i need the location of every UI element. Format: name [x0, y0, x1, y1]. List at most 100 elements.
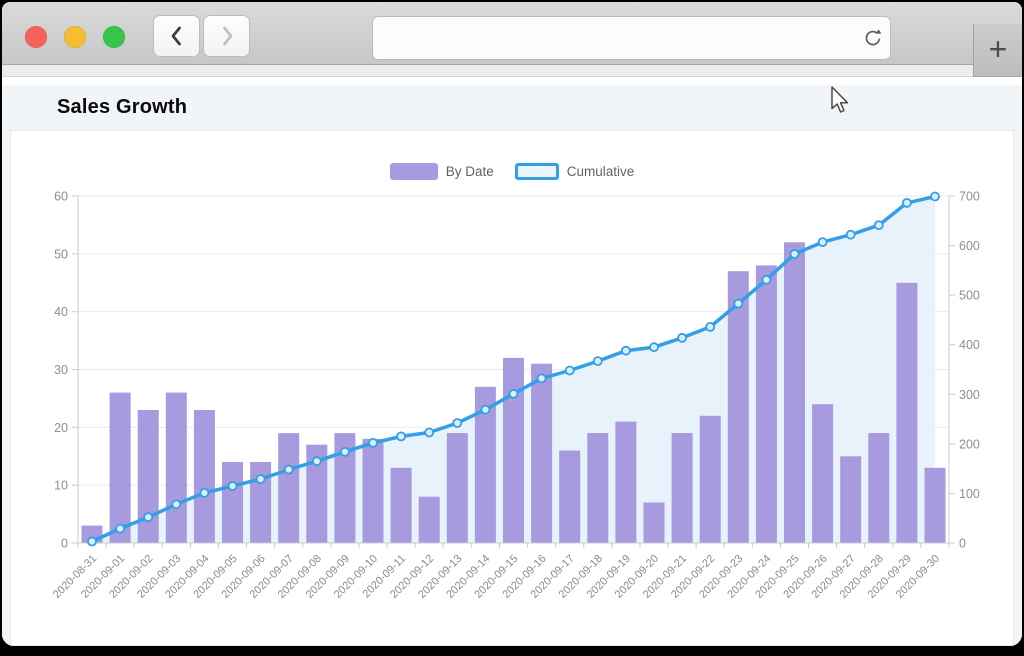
legend-bar-swatch[interactable] [389, 163, 438, 180]
line-marker[interactable] [311, 456, 322, 467]
right-axis-label: 700 [959, 190, 980, 204]
bar[interactable] [222, 462, 243, 543]
bar[interactable] [615, 421, 637, 543]
nav-buttons [153, 15, 250, 57]
line-marker[interactable] [902, 198, 912, 208]
line-marker[interactable] [508, 388, 519, 399]
line-marker[interactable] [592, 356, 603, 367]
bar[interactable] [924, 467, 946, 543]
bar[interactable] [193, 410, 215, 543]
bar[interactable] [503, 357, 524, 543]
right-axis-label: 300 [959, 388, 980, 402]
cumulative-area [92, 196, 935, 543]
left-axis-label: 50 [54, 247, 68, 261]
legend-line-swatch[interactable] [514, 163, 559, 180]
bar[interactable] [362, 438, 384, 543]
back-button[interactable] [153, 15, 200, 57]
line-marker[interactable] [171, 499, 182, 510]
bar[interactable] [306, 444, 328, 543]
bar[interactable] [446, 433, 468, 543]
bar[interactable] [474, 386, 496, 543]
minimize-window-button[interactable] [64, 26, 86, 48]
line-marker[interactable] [368, 437, 378, 448]
bar[interactable] [278, 433, 300, 543]
bar[interactable] [868, 433, 890, 543]
bar[interactable] [531, 363, 553, 543]
bar[interactable] [755, 265, 777, 543]
bar[interactable] [137, 410, 159, 543]
bar[interactable] [250, 462, 272, 543]
bar[interactable] [784, 242, 805, 544]
right-axis-label: 600 [959, 239, 980, 253]
line-marker[interactable] [733, 298, 744, 309]
forward-button[interactable] [203, 15, 250, 57]
line-marker[interactable] [817, 237, 828, 247]
bar[interactable] [390, 467, 412, 543]
left-axis-label: 40 [54, 305, 68, 319]
reload-button[interactable] [856, 27, 890, 49]
line-marker[interactable] [536, 373, 547, 384]
right-axis-label: 100 [959, 487, 980, 501]
line-marker[interactable] [873, 220, 884, 231]
line-marker[interactable] [930, 191, 940, 202]
line-marker[interactable] [396, 431, 407, 442]
address-input[interactable] [373, 17, 856, 59]
page-content: Sales Growth By Date Cumulative 0 10 20 30 4… [2, 77, 1022, 646]
line-marker[interactable] [705, 321, 716, 332]
line-marker[interactable] [283, 464, 294, 475]
bar[interactable] [334, 433, 356, 543]
new-tab-button[interactable]: + [973, 24, 1022, 77]
line-marker[interactable] [621, 345, 631, 356]
bar[interactable] [727, 271, 749, 543]
line-marker[interactable] [339, 446, 350, 457]
mouse-cursor [831, 86, 849, 113]
legend-bar-label[interactable]: By Date [445, 164, 494, 179]
bar[interactable] [109, 392, 131, 543]
line-marker[interactable] [564, 365, 575, 376]
line-marker[interactable] [424, 427, 435, 438]
right-axis-label: 200 [959, 437, 980, 451]
line-marker[interactable] [677, 332, 687, 343]
traffic-lights [25, 26, 125, 48]
chart-card: By Date Cumulative 0 10 20 30 40 50 60 0 100 200 3… [10, 130, 1014, 646]
bar[interactable] [559, 450, 581, 544]
bar[interactable] [587, 433, 609, 543]
legend-line-label[interactable]: Cumulative [566, 164, 635, 179]
tab-strip [2, 65, 1022, 77]
bar[interactable] [165, 392, 187, 543]
line-marker[interactable] [789, 249, 800, 259]
browser-window: + Sales Growth By Date Cumulative 0 10 20 3… [2, 2, 1022, 646]
line-marker[interactable] [452, 418, 463, 428]
page-title: Sales Growth [57, 96, 188, 118]
content-top-strip [2, 77, 1022, 85]
bar[interactable] [840, 456, 862, 544]
line-marker[interactable] [845, 229, 856, 240]
left-axis-label: 10 [54, 479, 68, 493]
bar[interactable] [896, 282, 918, 544]
line-marker[interactable] [480, 404, 491, 415]
line-marker[interactable] [199, 487, 210, 498]
left-axis-label: 60 [54, 190, 68, 204]
line-marker[interactable] [649, 342, 659, 353]
line-marker[interactable] [87, 536, 97, 547]
right-axis-label: 400 [959, 338, 980, 352]
line-marker[interactable] [143, 512, 154, 523]
bar[interactable] [418, 496, 440, 543]
chart-legend: By Date Cumulative [11, 163, 1013, 180]
line-marker[interactable] [227, 481, 238, 491]
bar[interactable] [699, 415, 721, 543]
line-marker[interactable] [115, 523, 125, 534]
title-band: Sales Growth [2, 85, 1022, 130]
chart-svg: 010203040506001002003004005006007002020-… [51, 190, 980, 601]
zoom-window-button[interactable] [103, 26, 125, 48]
address-bar[interactable] [372, 16, 891, 60]
chevron-left-icon [171, 26, 181, 46]
bar[interactable] [812, 404, 834, 543]
browser-toolbar: + [2, 2, 1022, 77]
close-window-button[interactable] [25, 26, 47, 48]
chevron-right-icon [222, 26, 232, 46]
line-marker[interactable] [255, 474, 266, 485]
bar[interactable] [671, 433, 693, 543]
bar[interactable] [643, 502, 665, 544]
line-marker[interactable] [761, 274, 772, 285]
